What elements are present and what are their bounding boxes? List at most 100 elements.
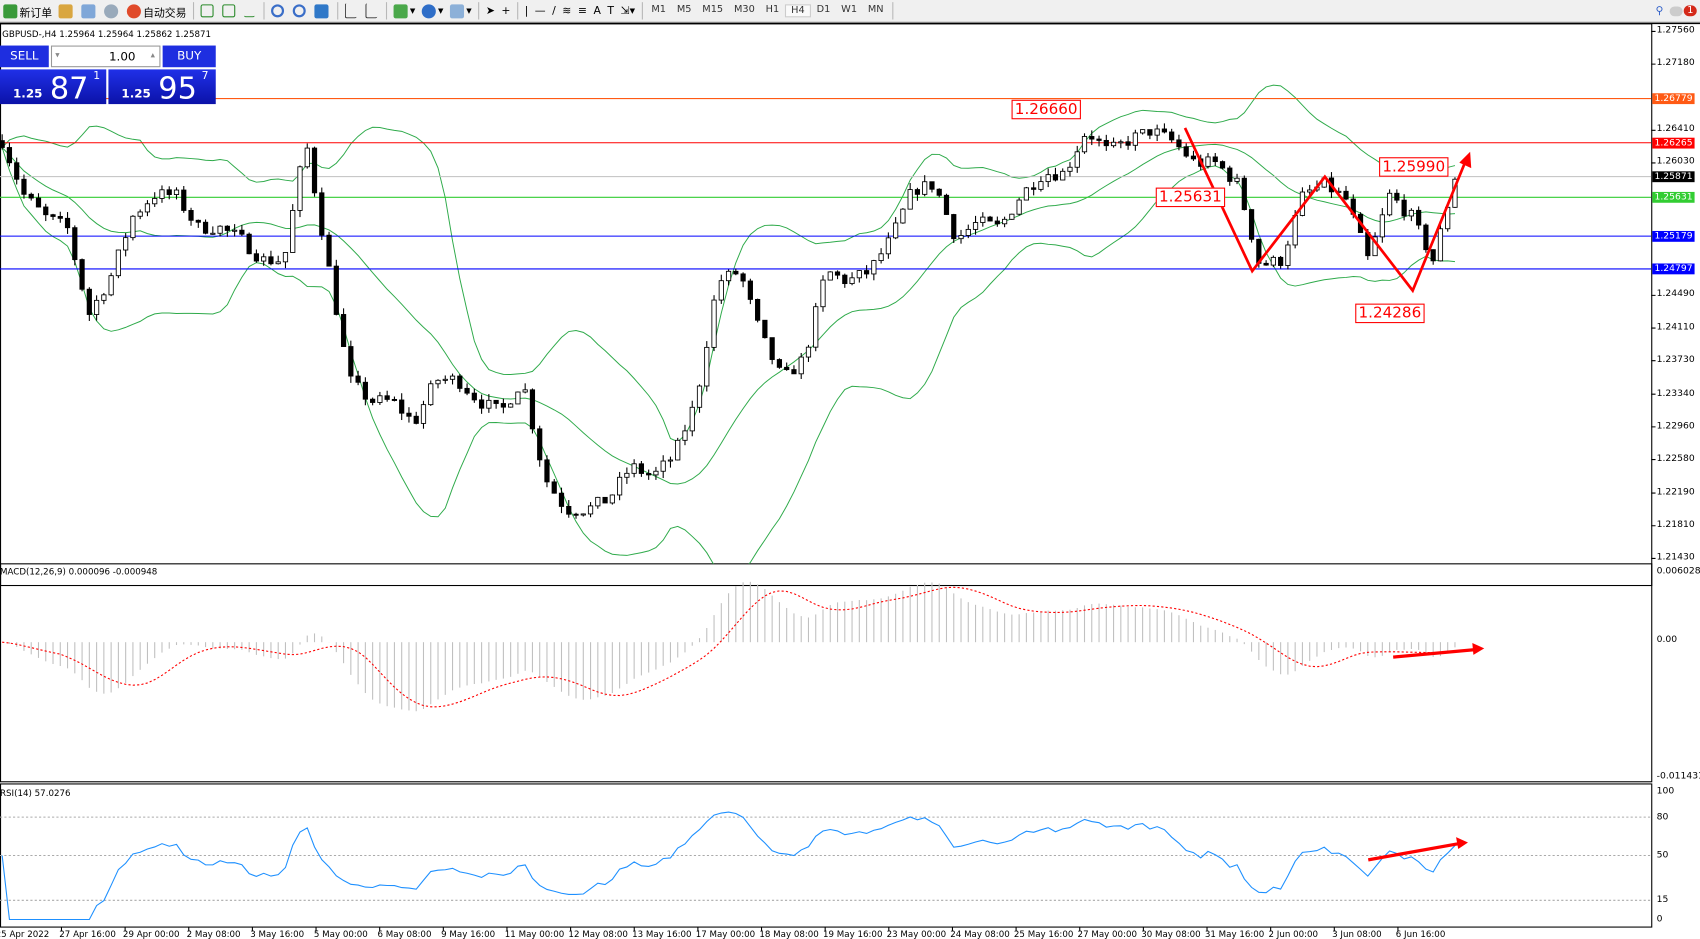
candle-body	[86, 288, 92, 315]
candle-body	[1234, 177, 1240, 182]
price-level-label: 1.25871	[1652, 171, 1695, 183]
candle-body	[711, 299, 717, 348]
date-axis-label: 9 May 16:00	[441, 929, 496, 939]
candle-body	[951, 214, 957, 240]
search-button[interactable]: ⚲	[1652, 1, 1666, 21]
timeframe-h1[interactable]: H1	[765, 4, 780, 16]
lot-decrease-icon[interactable]: ▾	[55, 49, 60, 60]
timeframe-m15[interactable]: M15	[702, 4, 724, 16]
date-axis-label: 27 Apr 16:00	[59, 929, 116, 939]
vertical-line-button[interactable]: |	[521, 1, 531, 21]
candle-body	[1125, 141, 1131, 146]
new-order-button[interactable]: 新订单	[0, 1, 55, 21]
buy-price[interactable]: 1.25 95 7	[108, 69, 216, 105]
timeframe-mn[interactable]: MN	[867, 4, 884, 16]
candle-body	[115, 249, 121, 277]
candle-body	[994, 220, 1000, 225]
signals-button[interactable]	[101, 1, 124, 21]
candle-body	[689, 406, 695, 432]
sell-price-prefix: 1.25	[13, 86, 43, 101]
timeframe-m5[interactable]: M5	[676, 4, 692, 16]
auto-scroll-icon	[344, 3, 357, 19]
arrows-button[interactable]: ⇲▾	[617, 1, 638, 21]
candle-body	[522, 389, 528, 393]
price-plot	[0, 84, 1652, 564]
candle-body	[595, 496, 601, 507]
candle-body	[943, 194, 950, 215]
candle-body	[202, 221, 209, 234]
indicators-button[interactable]: ▾	[390, 1, 418, 21]
line-chart-button[interactable]	[241, 1, 261, 21]
candle-body	[747, 280, 753, 300]
auto-trading-button[interactable]: 自动交易	[124, 1, 190, 21]
meta-editor-button[interactable]	[55, 1, 78, 21]
divider	[192, 2, 195, 20]
candle-body	[1147, 129, 1153, 136]
tile-windows-button[interactable]	[311, 1, 334, 21]
notification-badge: 1	[1684, 5, 1697, 17]
timeframe-w1[interactable]: W1	[841, 4, 858, 16]
date-axis-label: 25 May 16:00	[1013, 929, 1074, 939]
text-button[interactable]: A	[590, 1, 604, 21]
date-axis-label: 6 May 08:00	[377, 929, 432, 939]
periods-button[interactable]: ▾	[419, 1, 447, 21]
candle-body	[718, 280, 724, 301]
chart-area[interactable]	[0, 22, 1700, 939]
candle-body	[660, 460, 666, 472]
text-label-button[interactable]: T	[604, 1, 617, 21]
candle-body	[827, 271, 833, 281]
new-order-label: 新订单	[19, 7, 53, 19]
candle-body	[849, 277, 855, 285]
book-icon	[58, 3, 73, 18]
candle-body	[1074, 151, 1080, 168]
horizontal-line-button[interactable]: —	[532, 1, 549, 21]
sell-button[interactable]: SELL	[0, 45, 49, 68]
timeframe-h4[interactable]: H4	[784, 4, 812, 18]
candle-body	[1183, 146, 1189, 157]
macd-signal-line	[2, 586, 1456, 708]
timeframe-m1[interactable]: M1	[651, 4, 666, 16]
candle-body	[1416, 209, 1422, 226]
candlestick-button[interactable]	[219, 1, 241, 21]
vertical-line-icon: |	[524, 4, 529, 17]
chart-shift-button[interactable]	[362, 1, 383, 21]
buy-button[interactable]: BUY	[162, 45, 216, 68]
auto-scroll-button[interactable]	[342, 1, 363, 21]
candle-body	[965, 228, 971, 236]
terminal-button[interactable]	[78, 1, 101, 21]
notifications-button[interactable]: 1	[1667, 1, 1700, 21]
candle-body	[863, 270, 870, 275]
lot-increase-icon[interactable]: ▴	[150, 49, 156, 60]
sell-price[interactable]: 1.25 87 1	[0, 69, 107, 105]
trendline-button[interactable]: /	[549, 1, 559, 21]
candle-body	[210, 232, 216, 235]
candle-body	[442, 378, 448, 381]
date-axis-label: 12 May 08:00	[568, 929, 628, 939]
candle-body	[972, 222, 979, 230]
timeframe-d1[interactable]: D1	[816, 4, 831, 16]
candle-body	[326, 234, 332, 267]
zoom-out-button[interactable]	[289, 1, 311, 21]
candle-body	[457, 375, 463, 389]
candle-body	[377, 395, 383, 403]
candle-body	[1408, 209, 1414, 217]
zoom-in-button[interactable]	[268, 1, 290, 21]
auto-trading-icon	[126, 3, 141, 18]
timeframe-m30[interactable]: M30	[733, 4, 755, 16]
equidistant-channel-button[interactable]: ≋	[559, 1, 575, 21]
date-axis-label: 2 May 08:00	[186, 929, 241, 939]
zoom-in-icon	[271, 4, 285, 18]
cursor-button[interactable]: ➤	[483, 1, 499, 21]
chart-header: GBPUSD-,H4 1.25964 1.25964 1.25862 1.258…	[2, 29, 212, 40]
bar-chart-button[interactable]	[197, 1, 219, 21]
crosshair-button[interactable]: +	[498, 1, 514, 21]
rsi-axis-label: 100	[1656, 786, 1675, 797]
date-axis-label: 30 May 08:00	[1141, 929, 1201, 939]
candle-body	[733, 270, 739, 275]
candle-body	[1241, 177, 1247, 211]
candle-body	[413, 415, 419, 424]
templates-button[interactable]: ▾	[447, 1, 475, 21]
fibonacci-button[interactable]: ≡	[575, 1, 591, 21]
lot-size-input[interactable]: ▾ 1.00 ▴	[50, 45, 161, 68]
candle-body	[1437, 228, 1444, 262]
